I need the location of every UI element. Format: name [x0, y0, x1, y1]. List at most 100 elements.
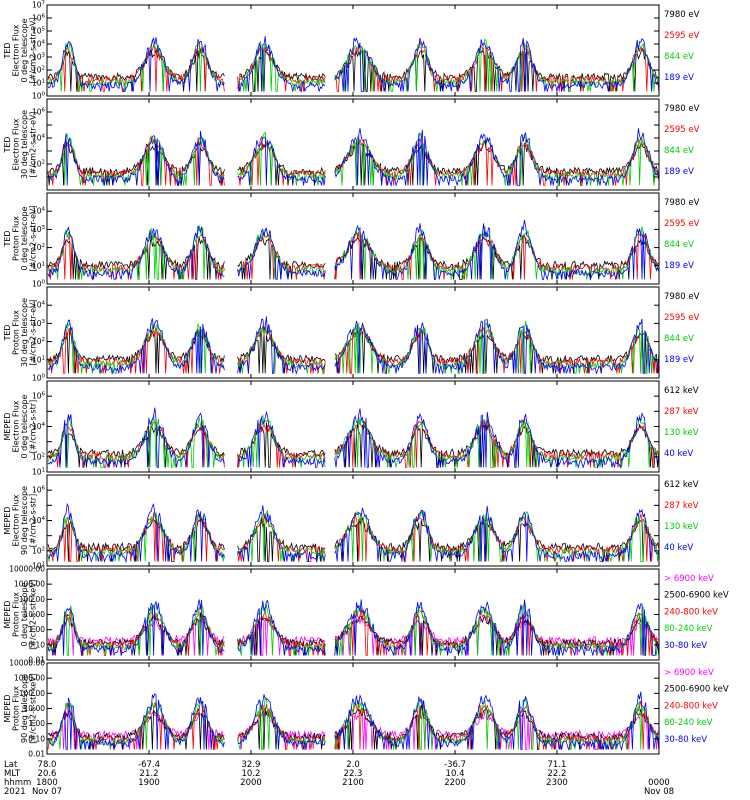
y-axis-label: Electron Flux [12, 494, 21, 546]
y-tick-label: 103 [32, 319, 46, 328]
panel-4: 100 101 102 103 104 TED Proton Flux 30 deg tele… [3, 286, 700, 383]
y-tick-label: 104 [32, 134, 46, 143]
x-tick-label: 22.2 [548, 769, 567, 779]
legend-entry: 130 keV [664, 428, 699, 438]
legend-entry: 2595 eV [664, 31, 700, 41]
y-axis-label: Proton Flux [12, 592, 21, 637]
y-axis-label: 0 deg telescope [20, 18, 29, 82]
y-tick-label: 103 [32, 53, 46, 62]
legend-entry: 2595 eV [664, 125, 700, 135]
series-line-7-5 [47, 599, 659, 656]
y-axis-label: 90 deg telescope [20, 486, 29, 555]
y-axis-label: MEPED [3, 413, 12, 441]
y-tick-label: 1000.00 [14, 674, 45, 683]
y-tick-label: 106 [32, 108, 46, 117]
y-axis-label: 0 deg telescope [20, 582, 29, 646]
x-tick-label: 2300 [546, 778, 568, 788]
legend-entry: 240-800 keV [664, 701, 718, 711]
legend-entry: 189 eV [664, 261, 694, 271]
y-axis-label: [#/cm2-s-str-eV] [29, 299, 38, 365]
y-tick-label: 101 [32, 562, 45, 571]
y-tick-label: 104 [32, 40, 46, 49]
y-tick-label: 103 [32, 225, 46, 234]
legend-entry: 240-800 keV [664, 607, 718, 617]
legend-entry: 30-80 keV [664, 735, 707, 745]
legend-entry: 2595 eV [664, 313, 700, 323]
y-axis-label: 0 deg telescope [20, 394, 29, 458]
y-tick-label: 100 [32, 92, 46, 101]
legend-entry: > 6900 keV [664, 574, 714, 584]
series-line-6-4 [47, 502, 660, 564]
legend-entry: 80-240 keV [664, 624, 713, 634]
y-axis-label: MEPED [3, 695, 12, 723]
x-tick-label: 78.0 [38, 760, 57, 770]
y-tick-label: 107 [32, 1, 46, 10]
y-axis-label: MEPED [3, 507, 12, 535]
x-tick-label: 1900 [138, 778, 160, 788]
x-tick-label: 2.0 [346, 760, 360, 770]
y-tick-label: 0.10 [28, 734, 45, 743]
legend-entry: 2500-6900 keV [664, 591, 729, 601]
x-tick-label: Nov 07 [32, 787, 62, 797]
y-axis-label: TED [3, 42, 12, 59]
y-axis-label: TED [3, 230, 12, 247]
y-tick-label: 104 [32, 422, 46, 431]
y-axis-label: [#/cm2-s-str-eV] [29, 205, 38, 271]
legend-entry: 612 keV [664, 480, 699, 490]
y-tick-label: 102 [32, 452, 45, 461]
panel-1: 100 101 102 103 104 105 106 107 TED Electron Flux… [3, 1, 700, 101]
series-line-2-4 [47, 128, 660, 187]
x-tick-label: 10.2 [242, 769, 261, 779]
x-tick-label: 21.2 [140, 769, 159, 779]
legend-entry: 40 keV [664, 543, 693, 553]
y-tick-label: 102 [32, 160, 45, 169]
series-line-4-4 [47, 316, 660, 375]
y-tick-label: 10000.00 [9, 565, 45, 574]
y-axis-label: [#/cm2-s-str-keV] [29, 673, 38, 744]
x-tick-label: 2100 [342, 778, 364, 788]
legend-entry: 844 eV [664, 240, 694, 250]
y-tick-label: 1.00 [28, 719, 45, 728]
y-axis-label: Electron Flux [12, 400, 21, 452]
y-tick-label: 101 [32, 261, 45, 270]
x-tick-label: 10.4 [446, 769, 465, 779]
y-tick-label: 10.00 [24, 704, 46, 713]
x-tick-label: 0000 [648, 778, 670, 788]
y-tick-label: 102 [32, 337, 45, 346]
legend-entry: 612 keV [664, 386, 699, 396]
y-axis-label: Proton Flux [12, 310, 21, 355]
y-tick-label: 1000.00 [14, 580, 45, 589]
legend-entry: 7980 eV [664, 292, 700, 302]
y-tick-label: 101 [32, 79, 45, 88]
y-axis-label: 90 deg telescope [20, 674, 29, 743]
y-axis-label: [#/cm2-s-str-keV] [29, 579, 38, 650]
legend-entry: 2595 eV [664, 219, 700, 229]
x-tick-label: 71.1 [548, 760, 567, 770]
x-tick-label: -67.4 [138, 760, 160, 770]
y-tick-label: 106 [32, 486, 46, 495]
x-tick-label: 20.6 [38, 769, 57, 779]
y-tick-label: 106 [32, 392, 46, 401]
y-axis-label: MEPED [3, 601, 12, 629]
legend-entry: 189 eV [664, 167, 694, 177]
legend-entry: 844 eV [664, 146, 694, 156]
legend-entry: 7980 eV [664, 10, 700, 20]
series-line-3-4 [47, 219, 660, 281]
y-axis-label: 30 deg telescope [20, 110, 29, 179]
legend-entry: 130 keV [664, 522, 699, 532]
y-tick-label: 100.00 [19, 689, 45, 698]
legend-entry: 2500-6900 keV [664, 685, 729, 695]
y-tick-label: 101 [32, 468, 45, 477]
panel-5: 101 102 104 106 MEPED Electron Flux 0 deg tele… [3, 380, 699, 477]
x-tick-label: 22.3 [344, 769, 363, 779]
y-axis-label: Proton Flux [12, 216, 21, 261]
legend-entry: > 6900 keV [664, 668, 714, 678]
x-row-label: MLT [4, 769, 21, 779]
x-tick-label: 2000 [240, 778, 262, 788]
legend-entry: 287 keV [664, 407, 699, 417]
legend-entry: 80-240 keV [664, 718, 713, 728]
panel-3: 100 101 102 103 104 TED Proton Flux 0 deg teles… [3, 192, 700, 289]
y-axis-label: [#/cm2-s-str] [29, 400, 38, 453]
y-tick-label: 105 [32, 27, 46, 36]
